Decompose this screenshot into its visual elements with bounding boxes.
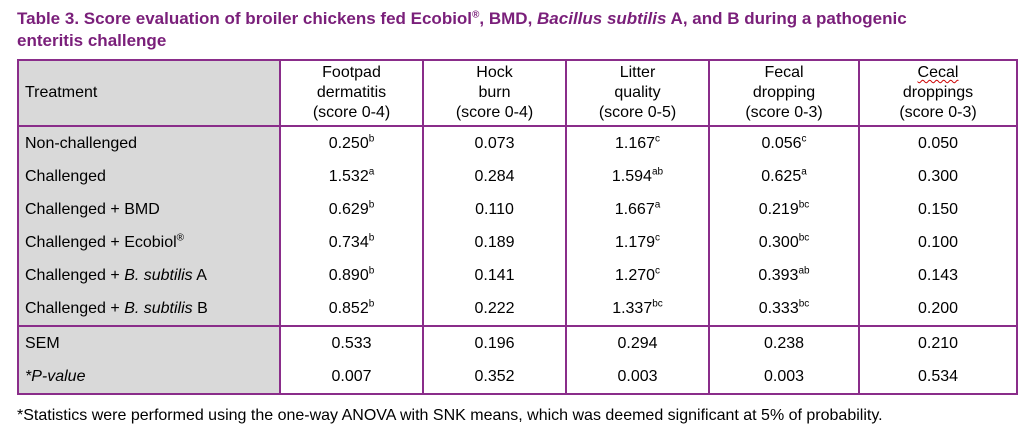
cell-hock: 0.284 bbox=[422, 160, 567, 193]
table-row: Challenged + B. subtilis A 0.890b 0.141 … bbox=[17, 259, 1018, 292]
cell-fecal: 0.300bc bbox=[708, 226, 860, 259]
cell-fecal: 0.393ab bbox=[708, 259, 860, 292]
cell-cecal: 0.150 bbox=[858, 193, 1018, 226]
cell-footpad: 0.250b bbox=[279, 126, 424, 160]
cell-footpad: 0.734b bbox=[279, 226, 424, 259]
header-litter: Litter quality (score 0-5) bbox=[565, 60, 710, 127]
caption-middle: , BMD, bbox=[479, 9, 538, 28]
cell-litter: 1.270c bbox=[565, 259, 710, 292]
pvalue-label: *P-value bbox=[17, 360, 281, 394]
row-treatment: Challenged + B. subtilis B bbox=[17, 292, 281, 326]
row-treatment: Challenged + BMD bbox=[17, 193, 281, 226]
table-row: Challenged + Ecobiol® 0.734b 0.189 1.179… bbox=[17, 226, 1018, 259]
pvalue-footpad: 0.007 bbox=[279, 360, 424, 394]
cell-fecal: 0.056c bbox=[708, 126, 860, 160]
cell-cecal: 0.200 bbox=[858, 292, 1018, 326]
score-table: Treatment Footpad dermatitis (score 0-4) H… bbox=[17, 59, 1018, 395]
cell-litter: 1.179c bbox=[565, 226, 710, 259]
cell-footpad: 0.852b bbox=[279, 292, 424, 326]
sem-cecal: 0.210 bbox=[858, 325, 1018, 360]
row-treatment: Challenged bbox=[17, 160, 281, 193]
caption-italic: Bacillus subtilis bbox=[537, 9, 667, 28]
cell-hock: 0.189 bbox=[422, 226, 567, 259]
cell-litter: 1.667a bbox=[565, 193, 710, 226]
cell-hock: 0.222 bbox=[422, 292, 567, 326]
row-treatment: Challenged + B. subtilis A bbox=[17, 259, 281, 292]
sem-fecal: 0.238 bbox=[708, 325, 860, 360]
header-row: Treatment Footpad dermatitis (score 0-4) H… bbox=[17, 60, 1018, 127]
sem-row: SEM 0.533 0.196 0.294 0.238 0.210 bbox=[17, 325, 1018, 360]
caption-registered-mark: ® bbox=[472, 9, 480, 21]
cell-litter: 1.594ab bbox=[565, 160, 710, 193]
cell-hock: 0.141 bbox=[422, 259, 567, 292]
sem-label: SEM bbox=[17, 325, 281, 360]
header-hock: Hock burn (score 0-4) bbox=[422, 60, 567, 127]
header-footpad: Footpad dermatitis (score 0-4) bbox=[279, 60, 424, 127]
header-treatment: Treatment bbox=[17, 60, 281, 127]
footnote: *Statistics were performed using the one… bbox=[17, 407, 883, 424]
cell-hock: 0.073 bbox=[422, 126, 567, 160]
cell-hock: 0.110 bbox=[422, 193, 567, 226]
pvalue-fecal: 0.003 bbox=[708, 360, 860, 394]
cell-cecal: 0.050 bbox=[858, 126, 1018, 160]
cell-fecal: 0.625a bbox=[708, 160, 860, 193]
cell-footpad: 0.629b bbox=[279, 193, 424, 226]
cell-litter: 1.167c bbox=[565, 126, 710, 160]
header-fecal: Fecal dropping (score 0-3) bbox=[708, 60, 860, 127]
table-row: Non-challenged 0.250b 0.073 1.167c 0.056… bbox=[17, 126, 1018, 160]
cell-cecal: 0.300 bbox=[858, 160, 1018, 193]
sem-footpad: 0.533 bbox=[279, 325, 424, 360]
cell-footpad: 1.532a bbox=[279, 160, 424, 193]
pvalue-litter: 0.003 bbox=[565, 360, 710, 394]
caption-suffix: A, and B during a pathogenic bbox=[666, 9, 907, 28]
table-caption: Table 3. Score evaluation of broiler chi… bbox=[17, 8, 1025, 52]
pvalue-row: *P-value 0.007 0.352 0.003 0.003 0.534 bbox=[17, 360, 1018, 394]
sem-hock: 0.196 bbox=[422, 325, 567, 360]
row-treatment: Challenged + Ecobiol® bbox=[17, 226, 281, 259]
cell-litter: 1.337bc bbox=[565, 292, 710, 326]
cell-fecal: 0.333bc bbox=[708, 292, 860, 326]
cell-fecal: 0.219bc bbox=[708, 193, 860, 226]
caption-prefix: Table 3. Score evaluation of broiler chi… bbox=[17, 9, 473, 28]
table-row: Challenged + BMD 0.629b 0.110 1.667a 0.2… bbox=[17, 193, 1018, 226]
row-treatment: Non-challenged bbox=[17, 126, 281, 160]
caption-line2: enteritis challenge bbox=[17, 31, 167, 50]
header-cecal: Cecal droppings (score 0-3) bbox=[858, 60, 1018, 127]
cell-cecal: 0.143 bbox=[858, 259, 1018, 292]
table-row: Challenged 1.532a 0.284 1.594ab 0.625a 0… bbox=[17, 160, 1018, 193]
sem-litter: 0.294 bbox=[565, 325, 710, 360]
cell-cecal: 0.100 bbox=[858, 226, 1018, 259]
pvalue-cecal: 0.534 bbox=[858, 360, 1018, 394]
cell-footpad: 0.890b bbox=[279, 259, 424, 292]
pvalue-hock: 0.352 bbox=[422, 360, 567, 394]
table-row: Challenged + B. subtilis B 0.852b 0.222 … bbox=[17, 292, 1018, 326]
